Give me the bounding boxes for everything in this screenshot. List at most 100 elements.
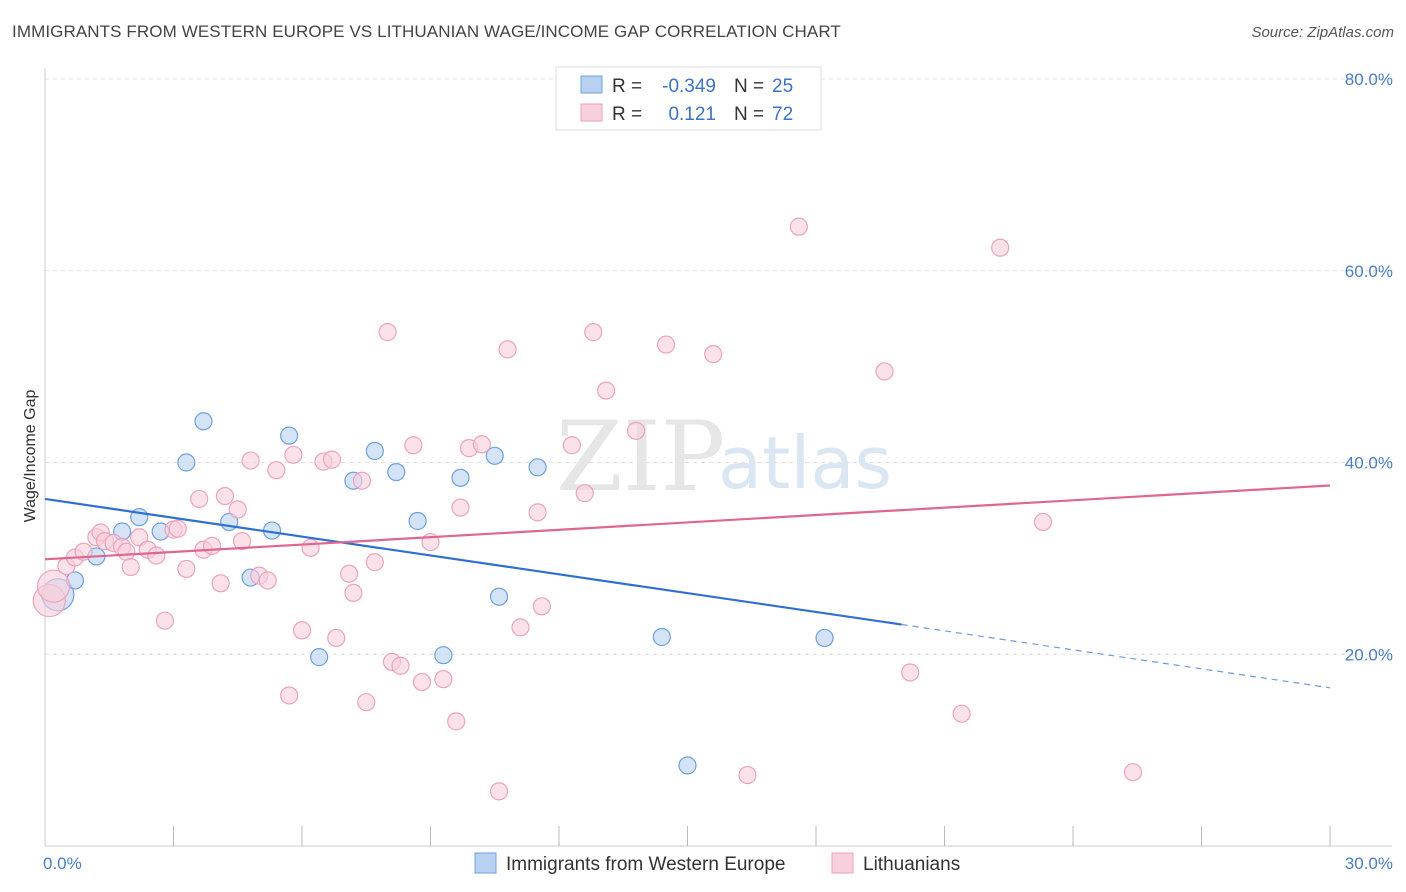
point-lithuanians-1 (36, 569, 71, 603)
gridlines (45, 78, 1392, 655)
x-tick-label-0: 0.0% (43, 854, 82, 873)
point-lithuanians-59 (575, 484, 594, 503)
trend-line-extension-western-europe (901, 623, 1331, 689)
stats-n-value-2: 72 (772, 104, 793, 125)
source-credit: Source: ZipAtlas.com (1251, 24, 1394, 41)
point-western-europe-21 (528, 458, 547, 477)
point-western-europe-22 (652, 627, 671, 647)
point-lithuanians-46 (412, 672, 432, 692)
point-western-europe-6 (177, 453, 196, 472)
stats-r-label-2: R = (612, 104, 642, 125)
stats-r-value-2: 0.121 (668, 104, 716, 125)
point-lithuanians-61 (597, 381, 616, 400)
legend-swatch-lithuanians (831, 852, 854, 874)
point-lithuanians-25 (232, 532, 252, 551)
stats-swatch-western-europe (580, 75, 603, 94)
y-tick-label-80: 80.0% (1345, 70, 1393, 89)
point-lithuanians-50 (451, 498, 470, 517)
stats-box: R = -0.349 N = 25 R = 0.121 N = 72 (555, 66, 822, 131)
point-lithuanians-18 (177, 559, 196, 579)
point-lithuanians-44 (391, 656, 410, 675)
point-lithuanians-71 (1033, 512, 1053, 532)
point-western-europe-23 (678, 756, 697, 775)
point-lithuanians-14 (147, 546, 166, 565)
point-lithuanians-72 (1123, 763, 1143, 782)
x-tick-labels: 0.0% 30.0% (43, 854, 1393, 873)
x-ticks (173, 826, 1331, 846)
stats-n-value-1: 25 (772, 76, 793, 97)
point-lithuanians-37 (340, 564, 359, 583)
y-tick-label-40: 40.0% (1345, 454, 1393, 473)
point-lithuanians-39 (352, 471, 372, 490)
point-western-europe-24 (815, 628, 834, 648)
point-lithuanians-35 (322, 450, 342, 469)
point-lithuanians-52 (472, 435, 491, 454)
point-lithuanians-12 (130, 528, 149, 547)
trend-lines (44, 484, 1331, 689)
point-lithuanians-17 (168, 519, 187, 538)
point-lithuanians-32 (292, 621, 312, 640)
point-lithuanians-66 (789, 217, 808, 236)
point-lithuanians-19 (190, 489, 209, 509)
point-lithuanians-31 (284, 445, 303, 464)
trend-line-lithuanians (44, 484, 1331, 561)
point-lithuanians-11 (121, 557, 140, 577)
point-lithuanians-40 (357, 693, 376, 712)
point-lithuanians-10 (117, 542, 136, 561)
point-western-europe-17 (434, 646, 453, 665)
y-tick-labels: 20.0% 40.0% 60.0% 80.0% (1345, 70, 1393, 664)
point-lithuanians-23 (215, 486, 234, 506)
legend-label-western-europe: Immigrants from Western Europe (506, 854, 785, 875)
stats-r-label-1: R = (612, 76, 642, 97)
point-lithuanians-28 (258, 571, 277, 590)
point-lithuanians-24 (228, 500, 247, 519)
point-lithuanians-26 (241, 451, 260, 470)
point-western-europe-15 (387, 462, 406, 482)
point-lithuanians-58 (562, 436, 581, 455)
point-lithuanians-42 (378, 323, 397, 342)
stats-n-label-2: N = (734, 104, 764, 125)
point-lithuanians-57 (532, 597, 551, 616)
point-lithuanians-49 (447, 712, 466, 731)
point-lithuanians-68 (901, 663, 920, 682)
point-lithuanians-64 (704, 345, 723, 364)
point-lithuanians-29 (267, 461, 286, 480)
legend: Immigrants from Western Europe Lithuania… (474, 852, 960, 875)
stats-swatch-lithuanians (580, 103, 603, 122)
point-lithuanians-21 (202, 536, 222, 556)
stats-r-value-1: -0.349 (662, 76, 716, 97)
point-lithuanians-30 (280, 686, 299, 705)
point-lithuanians-63 (656, 335, 676, 354)
point-lithuanians-48 (434, 670, 453, 689)
point-lithuanians-69 (952, 704, 971, 723)
point-western-europe-16 (408, 511, 427, 531)
point-western-europe-18 (451, 468, 470, 487)
point-lithuanians-56 (528, 503, 547, 522)
point-lithuanians-53 (489, 782, 509, 801)
point-lithuanians-60 (584, 323, 603, 342)
stats-n-label-1: N = (734, 76, 764, 97)
point-lithuanians-54 (498, 340, 517, 359)
trend-line-western-europe (44, 497, 902, 626)
point-lithuanians-33 (301, 538, 320, 557)
point-western-europe-7 (194, 412, 213, 431)
point-western-europe-14 (365, 441, 384, 461)
legend-swatch-western-europe (474, 852, 497, 874)
point-lithuanians-15 (155, 611, 175, 630)
point-lithuanians-65 (738, 765, 757, 785)
chart-title: IMMIGRANTS FROM WESTERN EUROPE VS LITHUA… (12, 22, 841, 41)
y-axis-title: Wage/Income Gap (22, 390, 39, 523)
point-lithuanians-45 (404, 436, 423, 455)
y-tick-label-60: 60.0% (1345, 262, 1393, 281)
legend-label-lithuanians: Lithuanians (863, 854, 960, 875)
point-western-europe-12 (310, 648, 329, 667)
point-lithuanians-41 (365, 553, 384, 572)
watermark: ZIP atlas (556, 401, 892, 513)
point-lithuanians-62 (626, 421, 646, 440)
point-lithuanians-55 (511, 618, 530, 637)
point-western-europe-19 (485, 446, 504, 465)
y-tick-label-20: 20.0% (1345, 645, 1393, 664)
data-points (32, 217, 1143, 801)
point-western-europe-20 (489, 587, 509, 606)
